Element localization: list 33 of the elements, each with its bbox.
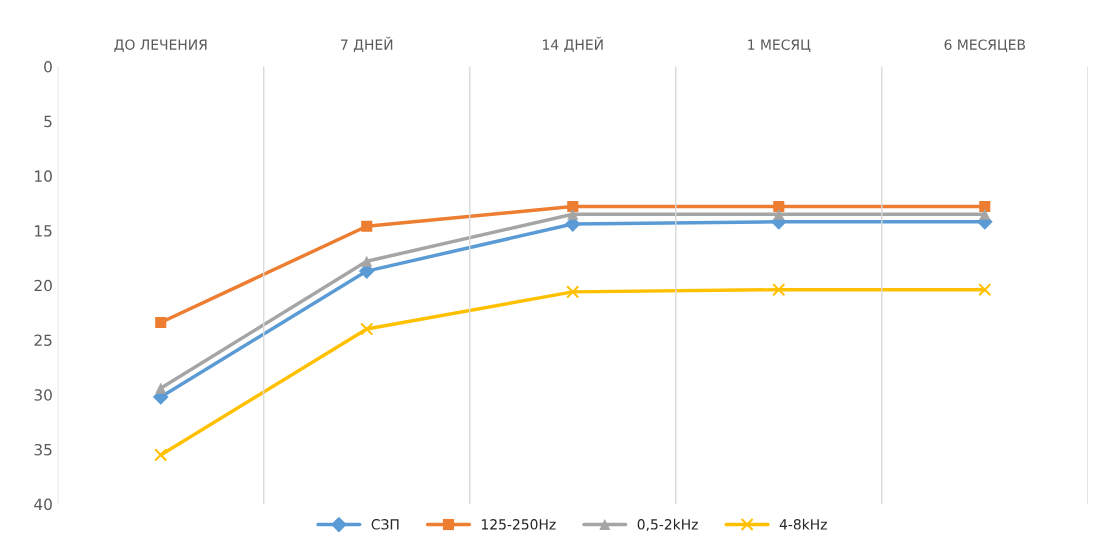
x-tick-label: 6 МЕСЯЦЕВ [944, 39, 1026, 52]
legend-label: 4-8kHz [779, 518, 827, 530]
point [155, 382, 167, 394]
y-tick-label: 10 [35, 170, 52, 182]
legend-label: СЗП [371, 519, 399, 530]
point [773, 200, 785, 213]
point [155, 316, 167, 329]
y-tick-label: 5 [44, 115, 52, 128]
x-tick-label: 1 МЕСЯЦ [748, 39, 811, 52]
point [979, 200, 991, 213]
point [566, 285, 580, 299]
y-tick-label: 20 [34, 279, 52, 292]
point [154, 448, 168, 462]
legend-label: 125-250Hz [481, 519, 556, 530]
x-tick-label: ДО ЛЕЧЕНИЯ [114, 39, 207, 52]
legend-label: 0,5-2kHz [637, 518, 698, 531]
y-tick-label: 0 [44, 60, 52, 73]
y-tick-label: 40 [34, 498, 52, 511]
y-tick-label: 15 [35, 225, 52, 237]
x-tick-label: 14 ДНЕЙ [543, 36, 603, 52]
point [361, 220, 373, 232]
point [773, 208, 785, 220]
point [360, 322, 374, 336]
point [772, 283, 786, 297]
point [567, 208, 579, 220]
y-tick-label: 30 [34, 389, 52, 401]
point [567, 200, 579, 213]
y-tick-label: 35 [34, 443, 52, 456]
point [361, 255, 373, 267]
y-tick-label: 25 [34, 334, 52, 347]
point [979, 208, 991, 220]
point [978, 283, 992, 297]
x-tick-label: 7 ДНЕЙ [341, 36, 393, 52]
